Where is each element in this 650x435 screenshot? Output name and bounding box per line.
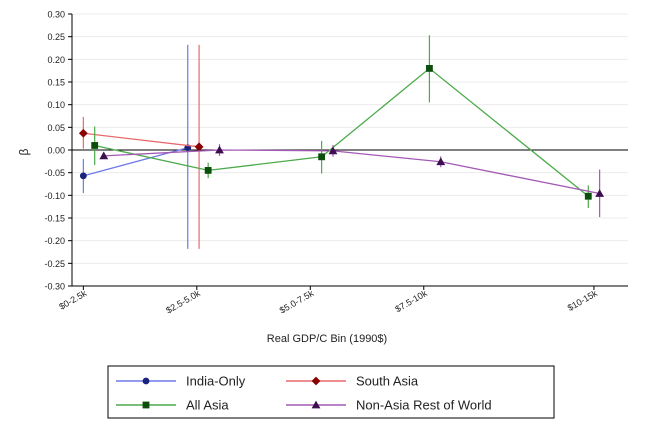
y-tick-label: 0.15 (47, 78, 65, 88)
x-tick-label: $5.0-7.5k (278, 288, 316, 316)
x-tick-label: $2.5-5.0k (164, 288, 202, 316)
series-layer (78, 35, 605, 249)
y-tick-label: 0.30 (47, 10, 65, 20)
data-point (595, 189, 605, 197)
legend-label: India-Only (186, 374, 246, 389)
data-point (204, 167, 212, 174)
data-point (436, 157, 446, 166)
x-tick-label: $7.5-10k (393, 288, 429, 314)
data-point (584, 192, 592, 200)
series-south-asia (78, 44, 204, 249)
legend-item-all-asia: All Asia (116, 398, 229, 413)
series-line (103, 149, 600, 195)
legend: India-Only South Asia All Asia Non-Asia Res… (107, 365, 555, 419)
data-point (328, 146, 338, 155)
y-tick-label: 0.00 (47, 146, 65, 156)
data-point (215, 145, 224, 154)
legend-item-south-asia: South Asia (286, 374, 419, 389)
y-tick-label: -0.10 (44, 191, 65, 201)
data-point (194, 142, 204, 152)
y-tick-label: -0.25 (44, 259, 65, 269)
series-line (83, 132, 200, 148)
data-point (318, 153, 326, 161)
legend-label: Non-Asia Rest of World (356, 398, 492, 413)
y-tick-label: -0.20 (44, 236, 65, 246)
legend-marker (142, 401, 150, 409)
x-tick-label: $10-15k (566, 288, 600, 313)
series-non-asia-rest-of-world (99, 144, 605, 218)
legend-frame (107, 365, 555, 419)
x-axis-label: Real GDP/C Bin (1990$) (267, 333, 387, 345)
y-tick-label: 0.10 (47, 100, 65, 110)
legend-items: India-Only South Asia All Asia Non-Asia Res… (116, 374, 492, 413)
data-point (91, 142, 99, 149)
legend-label: South Asia (356, 374, 419, 389)
y-tick-label: -0.30 (44, 282, 65, 292)
series-all-asia (91, 35, 592, 209)
y-tick-label: 0.25 (47, 32, 65, 42)
data-point (78, 128, 88, 138)
legend-label: All Asia (186, 398, 229, 413)
legend-item-non-asia-rest-of-world: Non-Asia Rest of World (286, 398, 492, 413)
data-point (426, 65, 433, 72)
legend-item-india-only: India-Only (116, 374, 246, 389)
y-axis-label: β (17, 148, 31, 155)
legend-marker (142, 377, 150, 385)
data-point (79, 172, 87, 180)
y-tick-label: 0.05 (47, 123, 65, 133)
y-tick-label: -0.05 (44, 168, 65, 178)
legend-marker (311, 400, 321, 409)
y-tick-label: 0.20 (47, 55, 65, 65)
data-point (99, 151, 109, 160)
y-tick-label: -0.15 (44, 214, 65, 224)
legend-marker (311, 376, 321, 386)
